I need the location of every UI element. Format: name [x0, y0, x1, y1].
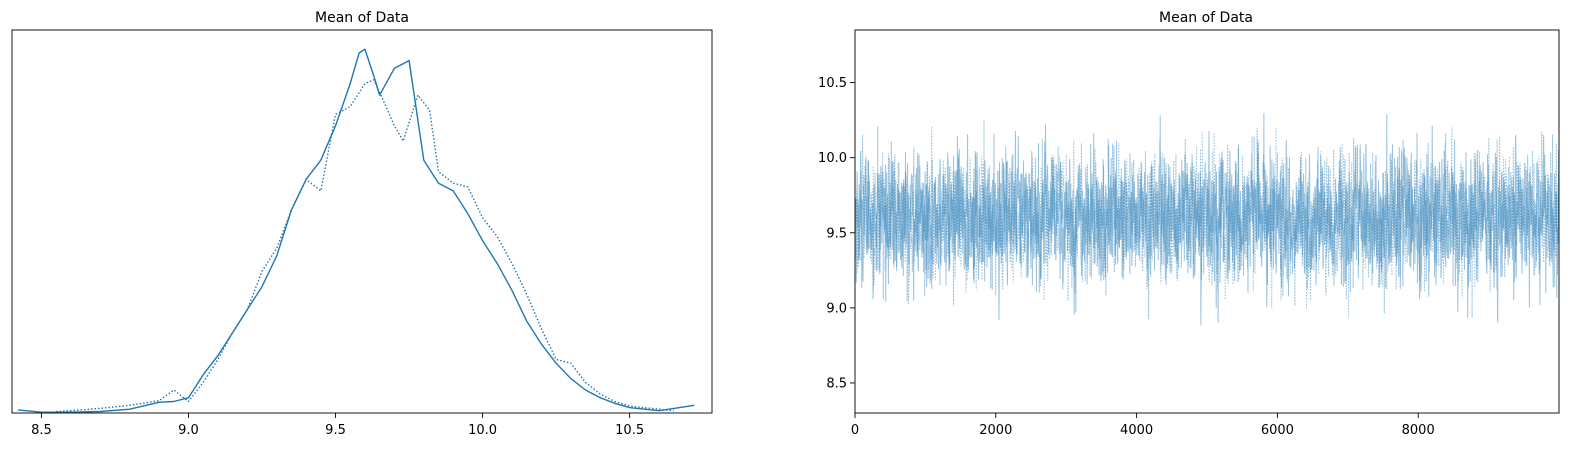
trace-y-tick-label: 8.5 [826, 376, 847, 391]
kde-panel: Mean of Data 8.5 9.0 9.5 10.0 10.5 [11, 10, 713, 438]
trace-x-tick-label: 6000 [1261, 423, 1294, 438]
trace-x-tick-label: 0 [851, 423, 859, 438]
trace-x-tick-label: 2000 [979, 423, 1012, 438]
kde-x-ticks: 8.5 9.0 9.5 10.0 10.5 [31, 413, 644, 438]
trace-series-solid [855, 113, 1559, 326]
kde-x-tick-label: 10.5 [615, 423, 644, 438]
kde-x-tick-label: 10.0 [468, 423, 497, 438]
kde-series-solid [17, 48, 695, 413]
trace-panel: Mean of Data 0 2000 4000 6000 8000 8.5 9.0 9.5… [818, 10, 1560, 438]
trace-x-tick-label: 8000 [1402, 423, 1435, 438]
trace-y-tick-label: 9.0 [826, 301, 847, 316]
trace-title: Mean of Data [1159, 10, 1253, 26]
kde-x-tick-label: 8.5 [31, 423, 52, 438]
trace-y-ticks: 8.5 9.0 9.5 10.0 10.5 [818, 76, 855, 391]
trace-series-dotted [855, 120, 1559, 320]
trace-x-ticks: 0 2000 4000 6000 8000 [851, 413, 1435, 438]
kde-x-tick-label: 9.5 [325, 423, 346, 438]
trace-lines [855, 113, 1559, 326]
trace-y-tick-label: 9.5 [826, 226, 847, 241]
kde-axes-frame [11, 29, 713, 414]
kde-title: Mean of Data [315, 10, 409, 26]
kde-lines [17, 48, 695, 413]
kde-x-tick-label: 9.0 [178, 423, 199, 438]
trace-axes-frame [854, 29, 1560, 414]
trace-x-tick-label: 4000 [1120, 423, 1153, 438]
kde-series-dotted [56, 79, 674, 413]
trace-y-tick-label: 10.0 [818, 151, 847, 166]
trace-y-tick-label: 10.5 [818, 76, 847, 91]
